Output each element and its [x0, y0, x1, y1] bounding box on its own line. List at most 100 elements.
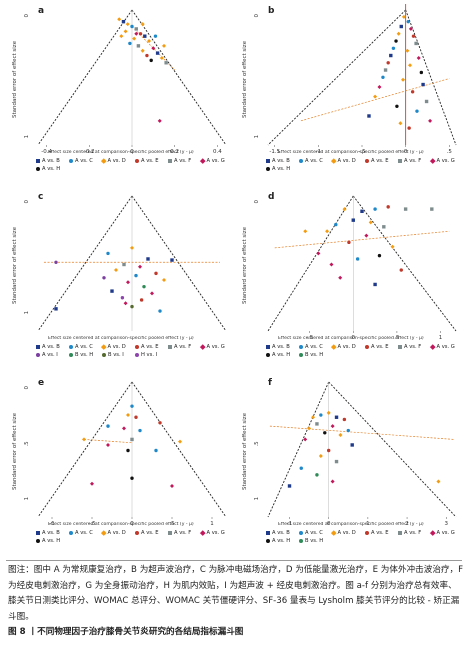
data-point	[394, 39, 398, 43]
data-point	[106, 424, 110, 428]
legend-item: A vs. F	[398, 343, 431, 351]
x-tick-label: 3	[444, 521, 448, 527]
legend-item: A vs. F	[168, 529, 201, 537]
x-tick-label: 0.2	[170, 149, 179, 155]
legend-item: A vs. E	[135, 343, 168, 351]
data-point	[334, 415, 339, 419]
x-tick-label: -0.2	[84, 149, 95, 155]
data-point	[373, 94, 378, 99]
legend-item: A vs. H	[266, 351, 299, 359]
data-point	[138, 428, 142, 433]
legend-item: A vs. D	[331, 157, 365, 165]
data-point	[140, 22, 145, 27]
funnel-left-line	[267, 9, 406, 146]
data-point	[389, 53, 393, 58]
data-point	[154, 271, 158, 276]
legend-marker	[430, 158, 436, 163]
data-point	[383, 68, 388, 72]
legend-item: A vs. G	[200, 157, 234, 165]
legend-marker	[266, 530, 270, 535]
x-tick-label: .5	[447, 149, 453, 155]
data-point	[373, 207, 377, 211]
data-point	[405, 48, 410, 53]
legend-item: A vs. C	[299, 529, 332, 537]
data-point	[311, 415, 316, 420]
funnel-plot-svg: -1 0 1 2 3 .5 1	[254, 381, 457, 527]
adjusted-regression-line	[269, 425, 455, 440]
legend-label: A vs. F	[404, 344, 422, 350]
figure-note: 图注：图中 A 为常规康复治疗，B 为超声波治疗，C 为脉冲电磁场治疗，D 为低…	[8, 565, 464, 622]
data-point	[130, 245, 134, 250]
data-point	[126, 448, 130, 453]
data-point	[134, 31, 139, 36]
panel-letter: d	[268, 192, 275, 202]
y-tick-label: 0	[24, 386, 30, 390]
data-point	[347, 240, 351, 245]
data-point	[398, 121, 403, 126]
data-point	[407, 126, 411, 130]
data-point	[150, 291, 154, 296]
data-point	[162, 278, 166, 283]
data-point	[130, 476, 134, 480]
data-point	[134, 27, 138, 31]
legend-label: B vs. H	[305, 352, 324, 358]
data-point	[122, 426, 126, 431]
figure-caption: 图注：图中 A 为常规康复治疗，B 为超声波治疗，C 为脉冲电磁场治疗，D 为低…	[8, 563, 464, 641]
legend-marker	[36, 352, 40, 357]
x-axis-label: Effect size centered at comparison-speci…	[278, 336, 424, 341]
legend-item: A vs. B	[36, 529, 69, 537]
legend-label: A vs. E	[141, 530, 159, 536]
legend: A vs. B A vs. C A vs. D A vs. E A vs. F A vs.…	[266, 343, 466, 359]
legend-marker	[36, 344, 40, 349]
data-point	[123, 301, 128, 306]
funnel-plot-svg: -1.5 -1 -.5 0 .5 0 1	[254, 4, 457, 155]
legend-item: A vs. B	[266, 157, 299, 165]
data-point	[323, 431, 327, 435]
legend-label: A vs. C	[305, 158, 323, 164]
legend-marker	[69, 352, 73, 357]
legend-label: A vs. F	[404, 530, 422, 536]
legend-item: A vs. H	[266, 165, 299, 173]
x-tick-label: 0	[352, 335, 356, 341]
data-point	[114, 268, 118, 273]
data-point	[325, 229, 330, 234]
legend-label: A vs. H	[272, 538, 291, 544]
legend-marker	[36, 166, 40, 171]
legend-item: A vs. F	[398, 529, 431, 537]
x-tick-label: 0	[327, 521, 331, 527]
data-point	[143, 34, 147, 38]
data-point	[329, 262, 334, 267]
legend-marker	[69, 158, 73, 163]
data-point	[138, 32, 143, 36]
panel-letter: c	[38, 192, 44, 202]
legend-item: A vs. C	[69, 157, 102, 165]
legend-label: B vs. H	[75, 352, 94, 358]
data-point	[330, 479, 335, 484]
legend: A vs. B A vs. C A vs. D A vs. E A vs. F A vs.…	[36, 157, 236, 173]
data-point	[90, 481, 94, 486]
legend-item: B vs. H	[299, 537, 332, 545]
data-point	[134, 415, 138, 419]
data-point	[436, 479, 441, 484]
x-tick-label: -1	[287, 521, 292, 527]
legend-item: A vs. D	[331, 529, 365, 537]
legend-item: A vs. D	[101, 529, 135, 537]
funnel-right-line	[131, 381, 227, 518]
data-point	[401, 14, 406, 19]
data-point	[318, 454, 323, 459]
data-point	[123, 29, 128, 34]
data-point	[428, 118, 433, 123]
data-point	[346, 428, 350, 433]
legend-label: A vs. E	[141, 344, 159, 350]
x-tick-label: -.5	[88, 521, 96, 527]
legend-label: A vs. F	[174, 344, 192, 350]
legend-label: A vs. G	[436, 344, 455, 350]
x-tick-label: -.5	[358, 149, 366, 155]
legend-marker	[266, 166, 270, 171]
data-point	[130, 304, 134, 309]
legend-item: A vs. F	[398, 157, 431, 165]
data-point	[139, 298, 144, 302]
funnel-right-line	[131, 195, 227, 332]
y-axis-label: Standard error of effect size	[242, 40, 248, 118]
legend-item: A vs. E	[135, 529, 168, 537]
